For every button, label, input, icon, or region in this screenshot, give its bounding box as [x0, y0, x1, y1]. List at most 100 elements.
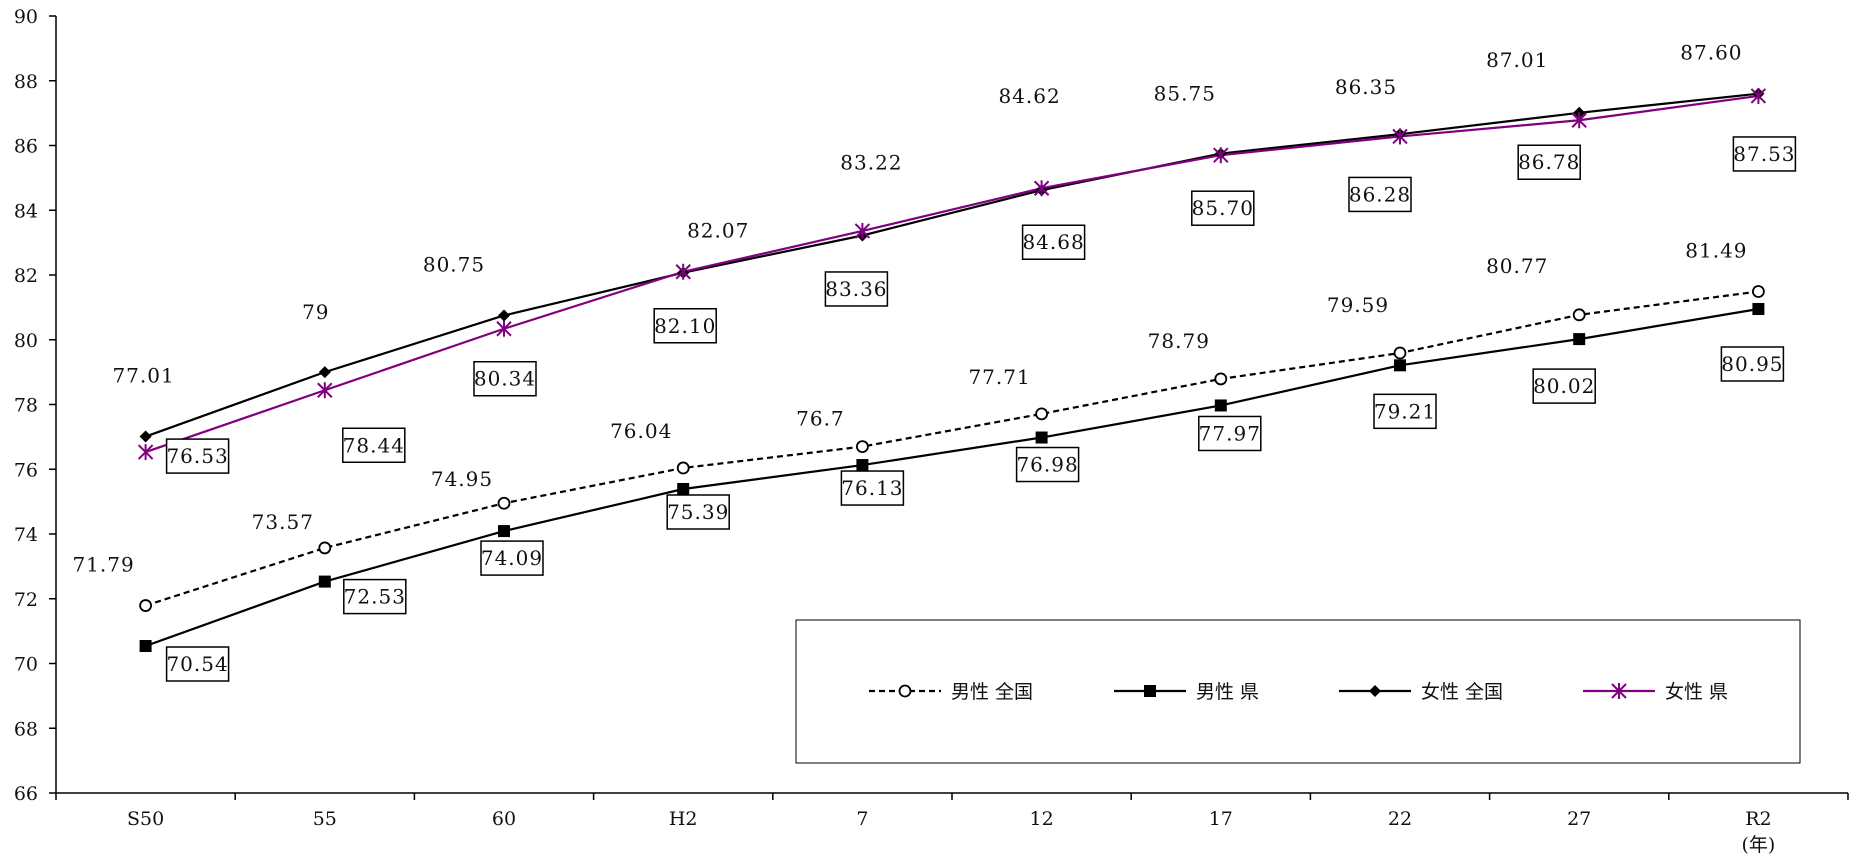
x-tick-label: 27	[1567, 808, 1591, 830]
marker-asterisk	[1392, 128, 1408, 145]
y-tick-label: 78	[14, 395, 38, 417]
marker-open-circle	[139, 599, 153, 612]
marker-open-circle	[898, 684, 912, 698]
series-lines	[145, 92, 1759, 648]
data-label: 87.01	[1486, 48, 1548, 72]
data-label: 87.53	[1733, 142, 1795, 166]
marker-asterisk	[854, 222, 871, 239]
y-tick-label: 72	[14, 589, 38, 611]
data-label: 76.04	[610, 419, 672, 443]
data-label: 80.02	[1533, 374, 1595, 398]
series-line-1	[145, 307, 1759, 648]
marker-asterisk	[1750, 87, 1767, 104]
marker-open-circle	[1035, 407, 1048, 421]
data-label-box	[653, 308, 717, 344]
marker-filled-square	[1394, 359, 1406, 372]
data-label: 78.79	[1148, 329, 1210, 353]
legend: 男性 全国 男性 県 女性 全国 女性 県	[795, 619, 1801, 764]
data-label-box	[1021, 224, 1086, 260]
axes: 66 68 70 72 74 76 78 80 82 84 86 88 90 S50 55 60 H2 7 12 17…	[14, 6, 1849, 856]
data-label-box	[1720, 346, 1785, 382]
marker-asterisk	[1033, 180, 1050, 197]
legend-label: 女性 全国	[1421, 681, 1503, 703]
data-label: 76.98	[1016, 453, 1078, 477]
data-label-box	[480, 540, 544, 576]
data-label: 83.36	[825, 277, 887, 301]
data-label: 70.54	[166, 652, 228, 676]
data-label-box	[1015, 446, 1080, 483]
data-label: 81.49	[1685, 239, 1747, 263]
data-label: 77.71	[968, 365, 1030, 389]
x-tick-label: R2	[1745, 808, 1771, 830]
series-markers	[137, 87, 1767, 653]
data-label-box	[840, 470, 905, 506]
x-tick-label: S50	[127, 808, 164, 830]
marker-asterisk	[1571, 112, 1587, 129]
data-label-box	[1517, 144, 1581, 180]
data-label: 74.09	[481, 546, 543, 570]
data-label-box	[343, 578, 407, 615]
marker-filled-square	[1573, 333, 1586, 346]
data-label: 85.75	[1154, 82, 1216, 106]
marker-filled-square	[498, 525, 510, 538]
data-label: 87.60	[1680, 41, 1742, 65]
data-label: 72.53	[344, 585, 406, 609]
data-label: 79	[302, 300, 329, 324]
x-tick-label: 7	[856, 808, 868, 830]
data-label: 76.7	[796, 407, 845, 431]
marker-asterisk	[1611, 683, 1627, 699]
legend-label: 男性 県	[1196, 681, 1259, 703]
data-label: 80.75	[423, 252, 485, 276]
marker-filled-square	[139, 640, 152, 653]
y-tick-label: 74	[14, 524, 38, 546]
data-label: 86.78	[1518, 150, 1580, 174]
legend-label: 男性 全国	[951, 681, 1033, 703]
marker-filled-diamond	[139, 430, 152, 443]
data-label: 86.35	[1335, 75, 1397, 99]
data-label: 71.79	[72, 553, 134, 577]
marker-filled-square	[1144, 685, 1156, 697]
data-label-box	[824, 271, 889, 307]
y-tick-label: 68	[14, 718, 38, 740]
data-label-box	[666, 494, 730, 530]
marker-asterisk	[675, 263, 691, 280]
data-label: 79.59	[1327, 293, 1389, 317]
marker-open-circle	[1572, 308, 1586, 322]
marker-open-circle	[318, 541, 332, 555]
data-labels: 71.79 73.57 74.95 76.04 76.7 77.71 78.79 79.59 8…	[72, 41, 1797, 682]
x-unit-label: (年)	[1741, 834, 1775, 856]
data-label: 82.10	[654, 314, 716, 338]
data-label: 86.28	[1349, 182, 1411, 206]
data-label: 80.95	[1721, 352, 1783, 376]
marker-open-circle	[1214, 372, 1228, 386]
marker-asterisk	[1213, 147, 1229, 164]
y-tick-label: 88	[14, 71, 38, 93]
data-label: 79.21	[1374, 399, 1436, 423]
data-label: 74.95	[431, 467, 493, 491]
marker-filled-square	[318, 575, 331, 588]
marker-filled-square	[1035, 431, 1048, 444]
marker-open-circle	[676, 461, 690, 475]
marker-asterisk	[496, 320, 512, 337]
series-line-0	[145, 290, 1759, 607]
marker-filled-diamond	[318, 366, 331, 379]
legend-label: 女性 県	[1665, 681, 1728, 703]
y-tick-label: 76	[14, 459, 38, 481]
data-label-box	[1191, 190, 1255, 226]
marker-filled-square	[1214, 399, 1227, 412]
data-label: 77.01	[112, 364, 174, 388]
data-label: 73.57	[252, 510, 314, 534]
x-tick-label: H2	[669, 808, 698, 830]
x-tick-label: 60	[492, 808, 516, 830]
data-label-box	[165, 438, 230, 474]
marker-open-circle	[1752, 285, 1765, 298]
series-line-3	[145, 94, 1759, 454]
y-tick-label: 90	[14, 6, 38, 28]
data-label-box	[1732, 136, 1797, 172]
data-label-box	[1198, 415, 1262, 452]
data-label: 82.07	[687, 219, 749, 243]
x-tick-label: 17	[1209, 808, 1233, 830]
marker-open-circle	[1393, 346, 1407, 360]
data-label: 76.53	[166, 444, 228, 468]
data-label-box	[1348, 176, 1412, 213]
